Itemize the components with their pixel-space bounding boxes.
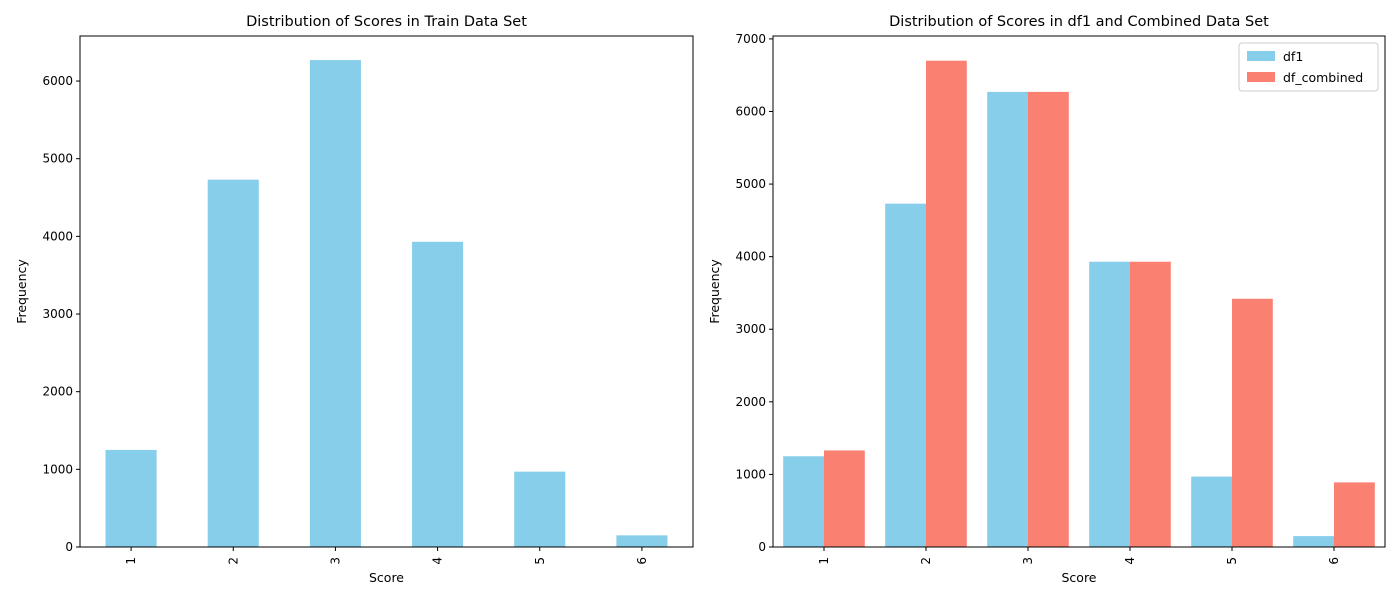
right-ytick-label: 7000 <box>735 32 766 46</box>
right-bar-df_combined-1 <box>824 450 865 547</box>
left-ytick-label: 4000 <box>42 229 73 243</box>
right-bar-df_combined-5 <box>1232 298 1273 547</box>
left-bar-series-1 <box>105 449 157 547</box>
left-axes-frame <box>79 35 694 548</box>
left-ytick-label: 6000 <box>42 74 73 88</box>
right-bar-df1-4 <box>1089 261 1130 547</box>
right-chart: 0 1000 2000 3000 4000 5000 6000 7000 1 2 3 4 5 6 Distr… <box>707 14 1386 585</box>
right-xtick-label: 6 <box>1327 557 1341 565</box>
right-chart-title: Distribution of Scores in df1 and Combin… <box>889 14 1269 30</box>
right-xtick-label: 1 <box>817 557 831 565</box>
right-bar-df_combined-3 <box>1028 91 1069 547</box>
left-x-axis-label: Score <box>369 570 404 585</box>
right-axes-frame <box>772 35 1386 548</box>
legend-swatch-df1 <box>1247 51 1275 61</box>
right-xtick-label: 2 <box>919 557 933 565</box>
right-ytick-label: 6000 <box>735 104 766 118</box>
right-ytick-label: 4000 <box>735 250 766 264</box>
right-y-axis-label: Frequency <box>707 259 722 324</box>
legend-label-df_combined: df_combined <box>1283 70 1363 85</box>
right-bar-df1-1 <box>783 456 824 547</box>
right-bar-df1-3 <box>987 91 1028 547</box>
left-ytick-label: 0 <box>65 540 73 554</box>
left-y-axis-label: Frequency <box>14 259 29 324</box>
right-bar-df_combined-6 <box>1334 482 1375 547</box>
left-xtick-label: 4 <box>431 557 445 565</box>
left-xtick-label: 6 <box>635 557 649 565</box>
left-xtick-label: 1 <box>124 557 138 565</box>
left-chart-title: Distribution of Scores in Train Data Set <box>246 14 527 30</box>
legend-label-df1: df1 <box>1283 49 1303 64</box>
right-ytick-label: 3000 <box>735 322 766 336</box>
right-x-axis-label: Score <box>1061 570 1096 585</box>
legend: df1 df_combined <box>1238 42 1379 92</box>
right-ytick-label: 2000 <box>735 395 766 409</box>
left-xtick-label: 5 <box>533 557 547 565</box>
left-bar-series-2 <box>207 179 259 548</box>
left-chart: 0 1000 2000 3000 4000 5000 6000 1 2 3 4 5 6 Distribut… <box>14 14 694 585</box>
left-bar-series-5 <box>514 471 566 547</box>
left-ytick-label: 1000 <box>42 462 73 476</box>
right-xtick-label: 3 <box>1021 557 1035 565</box>
left-bar-series-3 <box>309 60 361 547</box>
right-ytick-label: 0 <box>758 540 766 554</box>
right-ytick-label: 1000 <box>735 467 766 481</box>
left-bar-series-6 <box>616 535 668 547</box>
right-xtick-label: 5 <box>1225 557 1239 565</box>
right-ytick-label: 5000 <box>735 177 766 191</box>
left-ytick-label: 5000 <box>42 152 73 166</box>
right-bar-df_combined-2 <box>926 60 967 548</box>
right-bar-df1-2 <box>885 203 926 548</box>
left-ytick-label: 2000 <box>42 385 73 399</box>
left-xtick-label: 3 <box>328 557 342 565</box>
right-xtick-label: 4 <box>1123 557 1137 565</box>
right-bar-df1-5 <box>1191 476 1232 547</box>
left-ytick-label: 3000 <box>42 307 73 321</box>
legend-swatch-df_combined <box>1247 72 1275 82</box>
right-bar-df_combined-4 <box>1130 261 1171 547</box>
right-bar-df1-6 <box>1293 536 1334 547</box>
left-bar-series-4 <box>412 241 464 548</box>
left-xtick-label: 2 <box>226 557 240 565</box>
